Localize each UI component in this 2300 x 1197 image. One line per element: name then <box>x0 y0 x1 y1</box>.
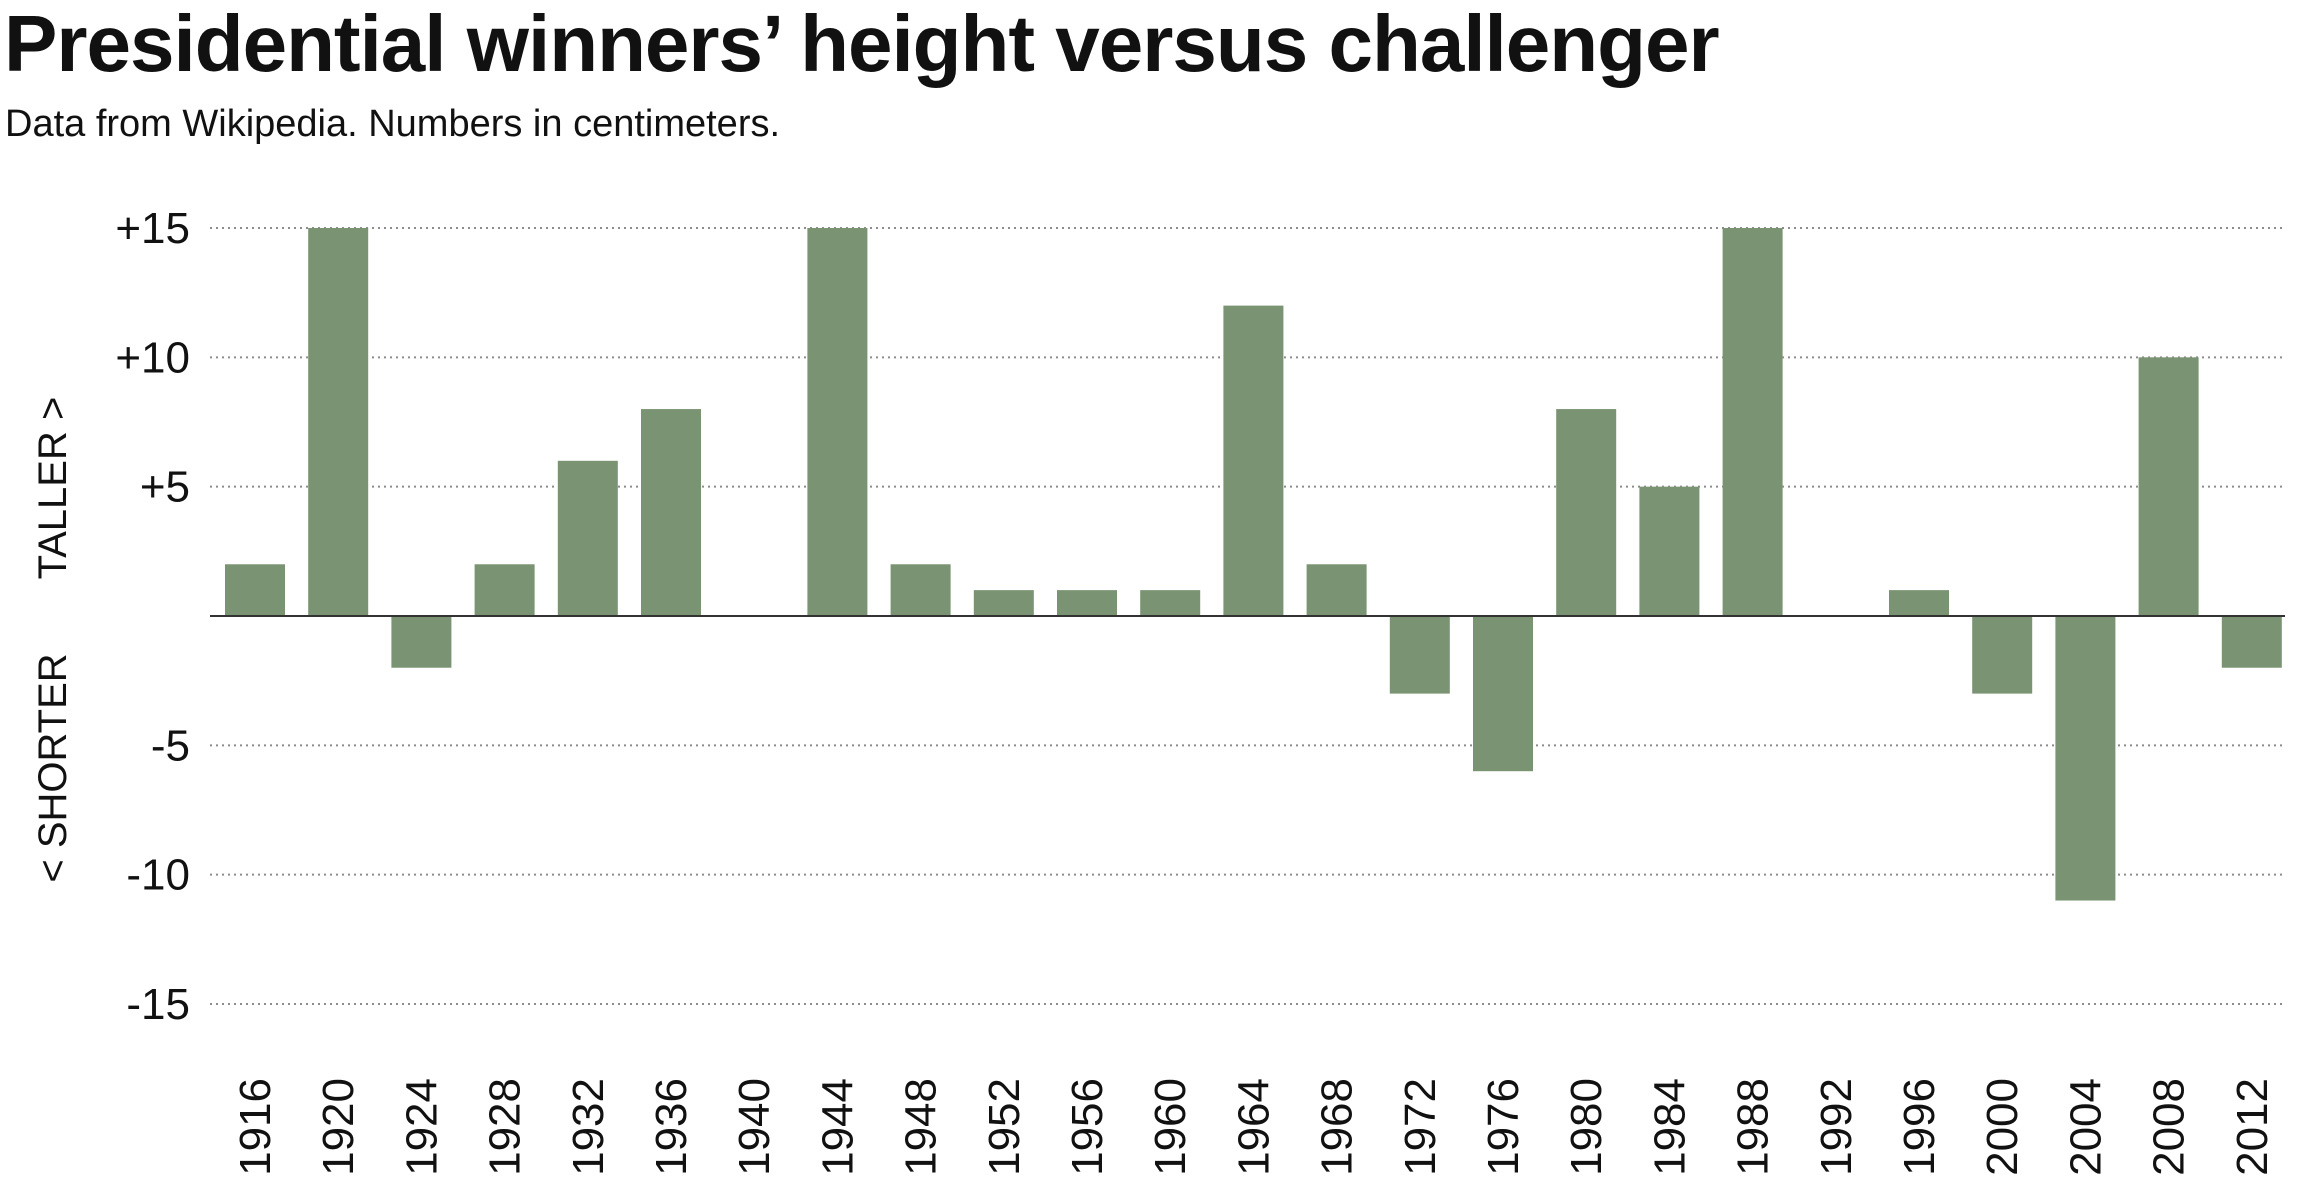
x-tick-label: 1916 <box>231 1078 280 1176</box>
x-tick-label: 1968 <box>1313 1078 1362 1176</box>
x-tick-label: 1952 <box>980 1078 1029 1176</box>
bar-2000 <box>1972 616 2033 694</box>
y-axis-ticks: +15 +10 +5 -5 -10 -15 <box>115 204 190 1029</box>
x-tick-label: 1920 <box>314 1078 363 1176</box>
x-tick-label: 1928 <box>481 1078 530 1176</box>
bar-1996 <box>1889 590 1949 616</box>
bar-2008 <box>2138 357 2199 616</box>
y-label-shorter: < SHORTER <box>31 653 75 882</box>
grid-lines <box>210 227 2285 1005</box>
y-tick-label: -15 <box>126 980 190 1029</box>
x-tick-label: 2000 <box>1978 1078 2027 1176</box>
bar-1944 <box>807 228 868 616</box>
bar-1984 <box>1639 486 1700 616</box>
y-tick-label: +15 <box>115 204 190 253</box>
x-tick-label: 2012 <box>2228 1078 2277 1176</box>
x-tick-label: 1932 <box>564 1078 613 1176</box>
x-tick-label: 2004 <box>2061 1078 2110 1176</box>
x-axis-ticks: 1916 1920 1924 1928 1932 1936 1940 1944 1948 1952… <box>231 1078 2277 1176</box>
bar-1988 <box>1722 228 1783 616</box>
x-tick-label: 1984 <box>1645 1078 1694 1176</box>
x-tick-label: 1940 <box>730 1078 779 1176</box>
x-tick-label: 1936 <box>647 1078 696 1176</box>
bar-1924 <box>391 616 452 668</box>
y-label-taller: TALLER > <box>31 397 75 580</box>
x-tick-label: 1988 <box>1729 1078 1778 1176</box>
x-tick-label: 1956 <box>1063 1078 1112 1176</box>
bar-1956 <box>1057 590 1117 616</box>
y-axis-side-labels: TALLER > < SHORTER <box>31 397 75 883</box>
chart-title: Presidential winners’ height versus chal… <box>4 0 1720 88</box>
x-tick-label: 1976 <box>1479 1078 1528 1176</box>
bar-1960 <box>1140 590 1201 616</box>
bar-1968 <box>1306 564 1367 616</box>
x-tick-label: 1960 <box>1146 1078 1195 1176</box>
bar-1948 <box>890 564 951 616</box>
x-tick-label: 1992 <box>1812 1078 1861 1176</box>
y-tick-label: -10 <box>126 851 190 900</box>
bar-1976 <box>1473 616 1533 772</box>
bar-1932 <box>557 460 618 616</box>
x-tick-label: 1996 <box>1895 1078 1944 1176</box>
bar-1964 <box>1223 305 1284 616</box>
bar-1952 <box>973 590 1034 616</box>
x-tick-label: 2008 <box>2145 1078 2194 1176</box>
x-tick-label: 1924 <box>397 1078 446 1176</box>
y-tick-label: -5 <box>151 721 190 770</box>
bar-1928 <box>474 564 535 616</box>
x-tick-label: 1972 <box>1396 1078 1445 1176</box>
bars <box>225 228 2282 901</box>
y-tick-label: +5 <box>140 463 190 512</box>
x-tick-label: 1980 <box>1562 1078 1611 1176</box>
bar-1980 <box>1556 409 1617 616</box>
bar-1920 <box>308 228 369 616</box>
y-tick-label: +10 <box>115 333 190 382</box>
x-tick-label: 1964 <box>1229 1078 1278 1176</box>
x-tick-label: 1948 <box>897 1078 946 1176</box>
bar-1916 <box>225 564 285 616</box>
x-tick-label: 1944 <box>813 1078 862 1176</box>
bar-1972 <box>1389 616 1450 694</box>
bar-2012 <box>2221 616 2282 668</box>
bar-1936 <box>641 409 701 616</box>
chart-subtitle: Data from Wikipedia. Numbers in centimet… <box>5 103 781 145</box>
bar-2004 <box>2055 616 2116 901</box>
